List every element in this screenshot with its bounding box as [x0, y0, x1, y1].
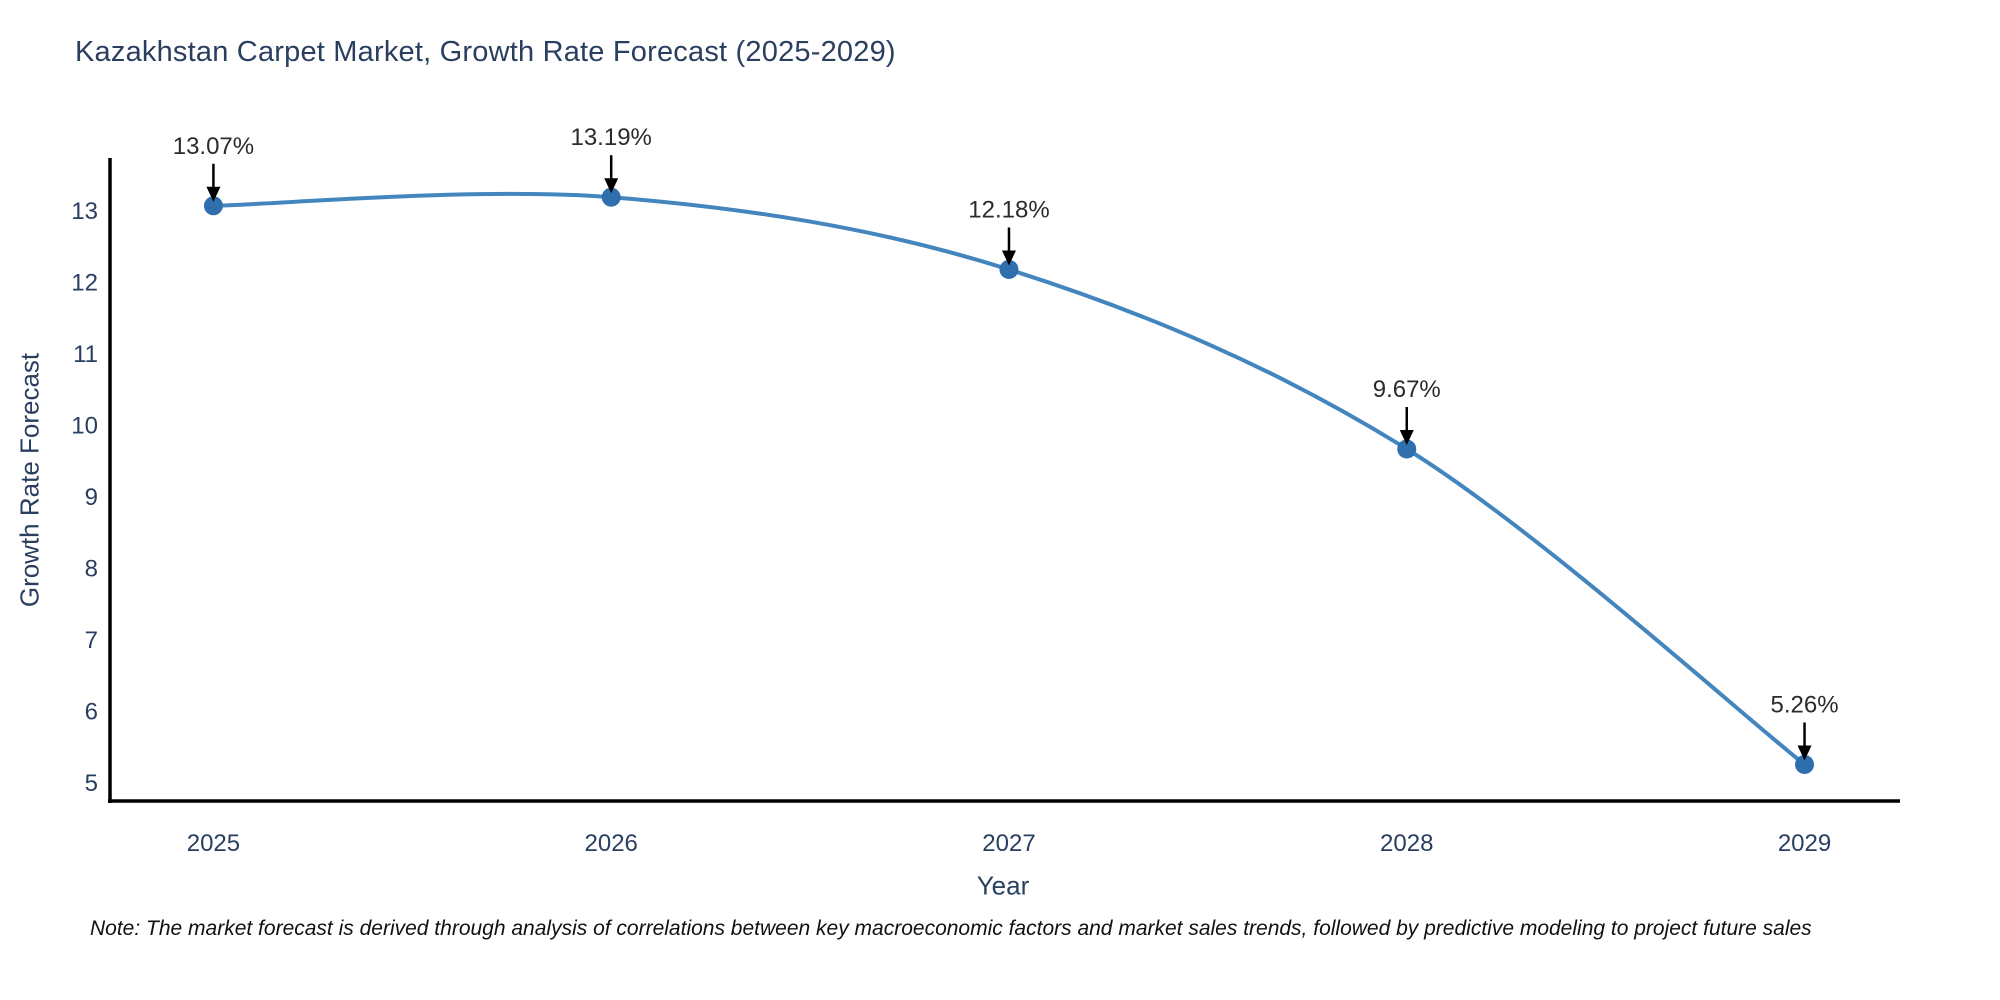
point-value-label: 13.19% [570, 124, 651, 151]
annotation-arrowhead [1001, 250, 1016, 266]
y-tick-label: 9 [85, 484, 98, 511]
y-tick-label: 10 [71, 412, 98, 439]
y-tick-label: 13 [71, 198, 98, 225]
forecast-line [211, 191, 1807, 767]
data-point-marker [1795, 755, 1815, 775]
x-axis-title: Year [976, 870, 1030, 901]
x-tick-label: 2027 [982, 830, 1035, 857]
data-point-marker [203, 196, 223, 216]
x-tick-label: 2028 [1380, 830, 1433, 857]
y-tick-label: 12 [71, 269, 98, 296]
x-tick-label: 2025 [187, 830, 240, 857]
point-value-label: 5.26% [1771, 692, 1839, 719]
annotation-arrowhead [206, 186, 221, 202]
x-tick-label: 2026 [585, 830, 638, 857]
y-tick-label: 6 [85, 699, 98, 726]
chart-title: Kazakhstan Carpet Market, Growth Rate Fo… [75, 36, 896, 68]
y-tick-label: 5 [85, 770, 98, 797]
y-axis-title: Growth Rate Forecast [14, 352, 45, 608]
y-tick-label: 7 [85, 627, 98, 654]
annotation-arrowhead [1797, 745, 1812, 761]
point-value-label: 13.07% [173, 133, 254, 160]
data-point-marker [1397, 439, 1417, 459]
point-value-label: 12.18% [968, 196, 1049, 223]
data-point-marker [999, 259, 1019, 279]
x-tick-label: 2029 [1778, 830, 1831, 857]
y-tick-label: 8 [85, 555, 98, 582]
annotation-arrowhead [604, 178, 619, 194]
annotation-arrowhead [1399, 430, 1414, 446]
y-tick-label: 11 [73, 341, 98, 368]
data-point-marker [601, 187, 621, 207]
point-value-label: 9.67% [1373, 376, 1441, 403]
note-text: Note: The market forecast is derived thr… [90, 917, 1812, 940]
